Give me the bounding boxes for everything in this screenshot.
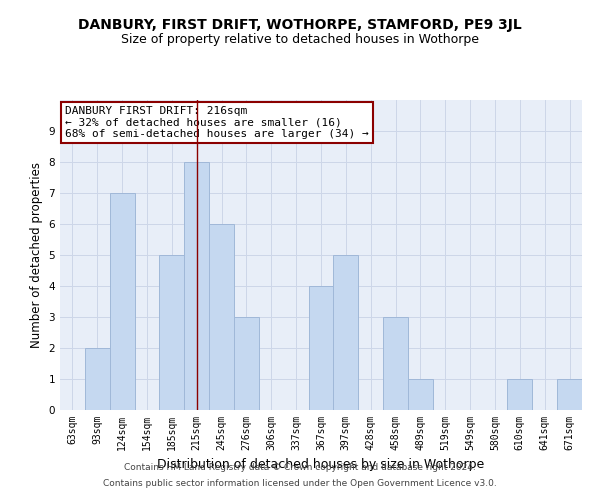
X-axis label: Distribution of detached houses by size in Wothorpe: Distribution of detached houses by size … [157, 458, 485, 471]
Y-axis label: Number of detached properties: Number of detached properties [30, 162, 43, 348]
Bar [184, 162, 209, 410]
Text: DANBURY FIRST DRIFT: 216sqm
← 32% of detached houses are smaller (16)
68% of sem: DANBURY FIRST DRIFT: 216sqm ← 32% of det… [65, 106, 369, 140]
Bar [110, 193, 134, 410]
Bar [383, 317, 408, 410]
Bar [85, 348, 110, 410]
Bar [234, 317, 259, 410]
Text: Contains HM Land Registry data © Crown copyright and database right 2024.: Contains HM Land Registry data © Crown c… [124, 464, 476, 472]
Text: Contains public sector information licensed under the Open Government Licence v3: Contains public sector information licen… [103, 478, 497, 488]
Text: DANBURY, FIRST DRIFT, WOTHORPE, STAMFORD, PE9 3JL: DANBURY, FIRST DRIFT, WOTHORPE, STAMFORD… [78, 18, 522, 32]
Bar [209, 224, 234, 410]
Bar [508, 379, 532, 410]
Bar [408, 379, 433, 410]
Bar [334, 255, 358, 410]
Bar [308, 286, 334, 410]
Bar [557, 379, 582, 410]
Bar [160, 255, 184, 410]
Text: Size of property relative to detached houses in Wothorpe: Size of property relative to detached ho… [121, 32, 479, 46]
